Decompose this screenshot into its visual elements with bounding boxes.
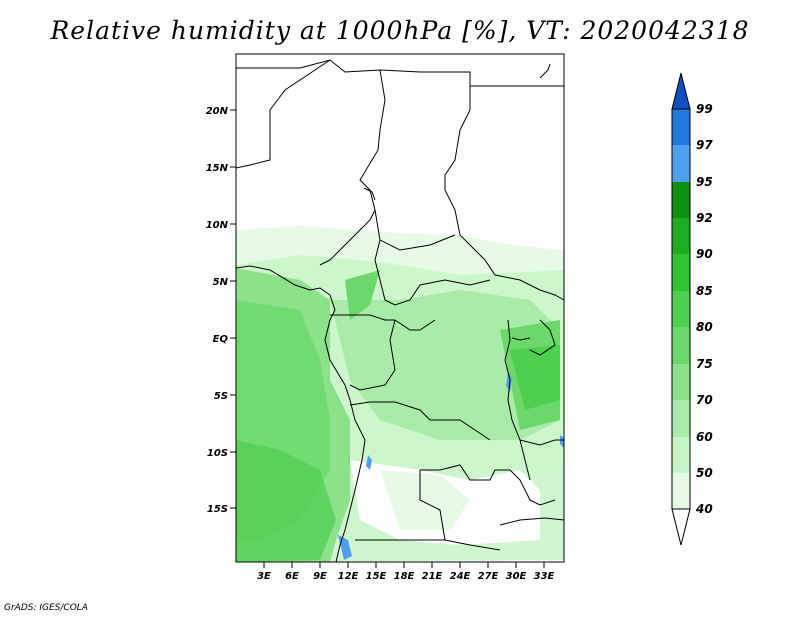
lon-label: 33E bbox=[534, 571, 555, 582]
colorbar-label: 70 bbox=[696, 393, 713, 407]
lat-label: 10S bbox=[207, 448, 228, 459]
colorbar-label: 99 bbox=[696, 102, 713, 116]
colorbar-label: 92 bbox=[696, 211, 713, 225]
lon-label: 9E bbox=[313, 571, 327, 582]
lat-label: 5S bbox=[214, 391, 228, 402]
map-panel: 20N 15N 10N 5N EQ 5S 10S 15S 3E 6E 9E 12… bbox=[206, 53, 565, 582]
lat-label: 10N bbox=[206, 220, 229, 231]
lat-label: EQ bbox=[213, 334, 229, 345]
colorbar-bottom-arrow bbox=[671, 508, 691, 546]
lon-label: 18E bbox=[394, 571, 415, 582]
humidity-field bbox=[236, 226, 564, 562]
colorbar-top-arrow bbox=[671, 72, 691, 110]
colorbar-label: 95 bbox=[696, 175, 713, 189]
lon-label: 3E bbox=[257, 571, 271, 582]
colorbar-segment bbox=[672, 437, 690, 473]
lon-label: 27E bbox=[478, 571, 499, 582]
lat-label: 15N bbox=[206, 163, 229, 174]
colorbar-label: 97 bbox=[696, 138, 713, 152]
lat-axis: 20N 15N 10N 5N EQ 5S 10S 15S bbox=[206, 106, 236, 515]
lon-label: 15E bbox=[366, 571, 387, 582]
colorbar-segment bbox=[672, 254, 690, 291]
grads-credit: GrADS: IGES/COLA bbox=[4, 603, 88, 613]
colorbar-segment bbox=[672, 145, 690, 182]
colorbar-label: 60 bbox=[696, 430, 713, 444]
lat-label: 20N bbox=[206, 106, 229, 117]
lon-label: 24E bbox=[450, 571, 471, 582]
colorbar-segment bbox=[672, 182, 690, 218]
colorbar-segment bbox=[672, 291, 690, 327]
colorbar-label: 40 bbox=[695, 502, 713, 516]
lat-label: 5N bbox=[213, 277, 229, 288]
country-borders bbox=[235, 59, 565, 563]
lon-axis: 3E 6E 9E 12E 15E 18E 21E 24E 27E 30E 33E bbox=[257, 562, 555, 582]
colorbar-label: 85 bbox=[696, 284, 713, 298]
lat-label: 15S bbox=[207, 504, 228, 515]
colorbar-label: 80 bbox=[696, 320, 713, 334]
plot-title: Relative humidity at 1000hPa [%], VT: 20… bbox=[50, 16, 750, 45]
colorbar-segment bbox=[672, 109, 690, 145]
lon-label: 21E bbox=[422, 571, 443, 582]
colorbar: 40 50 60 70 75 80 85 90 92 95 97 99 bbox=[671, 72, 713, 546]
colorbar-segment bbox=[672, 364, 690, 400]
colorbar-label: 75 bbox=[696, 357, 713, 371]
colorbar-segment bbox=[672, 327, 690, 364]
colorbar-label: 50 bbox=[696, 466, 713, 480]
colorbar-segment bbox=[672, 473, 690, 509]
colorbar-segment bbox=[672, 218, 690, 254]
lon-label: 30E bbox=[506, 571, 527, 582]
colorbar-segment bbox=[672, 400, 690, 437]
colorbar-label: 90 bbox=[696, 247, 713, 261]
lon-label: 12E bbox=[338, 571, 359, 582]
lon-label: 6E bbox=[285, 571, 299, 582]
